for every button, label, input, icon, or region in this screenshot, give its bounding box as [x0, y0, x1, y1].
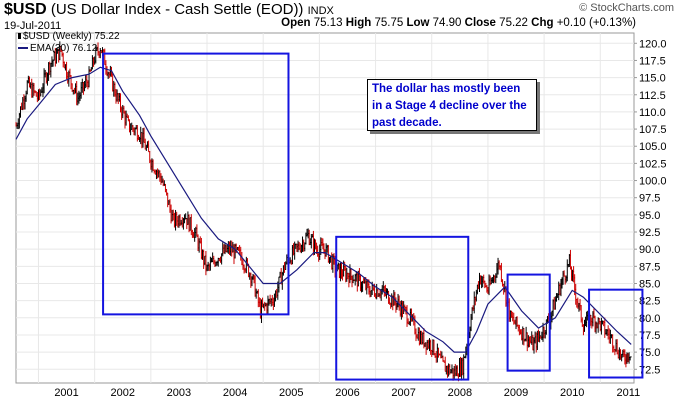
y-tick-label: 82.5: [639, 296, 660, 308]
y-tick-label: 105.0: [639, 141, 667, 153]
y-tick-label: 115.0: [639, 73, 666, 85]
chg-label: Chg: [531, 17, 554, 29]
highlight-box: [102, 52, 290, 316]
legend-ema-label: EMA(30) 76.12: [30, 43, 98, 54]
x-tick-label: 2009: [504, 387, 528, 399]
y-tick-label: 92.5: [639, 227, 660, 239]
y-tick-label: 72.5: [639, 364, 660, 376]
open-label: Open: [281, 17, 311, 29]
chart-date: 19-Jul-2011: [4, 20, 62, 32]
high-value: 75.75: [374, 17, 404, 29]
y-tick-label: 100.0: [639, 176, 667, 188]
y-tick-label: 87.5: [639, 261, 660, 273]
highlight-box: [506, 273, 551, 372]
close-value: 75.22: [499, 17, 528, 29]
highlight-box: [588, 288, 644, 379]
close-label: Close: [464, 17, 496, 29]
x-tick-label: 2011: [617, 387, 641, 399]
highlight-box: [335, 235, 470, 381]
x-tick-label: 2001: [54, 387, 78, 399]
chart-legend: $USD (Weekly) 75.22 EMA(30) 76.12: [18, 31, 120, 55]
low-value: 74.90: [432, 17, 462, 29]
y-tick-label: 102.5: [639, 158, 667, 170]
open-value: 75.13: [313, 17, 343, 29]
x-tick-label: 2007: [391, 387, 415, 399]
y-tick-label: 75.0: [639, 347, 660, 359]
y-tick-label: 90.0: [639, 244, 660, 256]
y-tick-label: 97.5: [639, 193, 660, 205]
x-tick-label: 2002: [111, 387, 135, 399]
chart-title: $USD (US Dollar Index - Cash Settle (EOD…: [4, 1, 334, 19]
x-tick-label: 2010: [560, 387, 584, 399]
y-tick-label: 85.0: [639, 278, 660, 290]
x-tick-label: 2008: [448, 387, 472, 399]
x-tick-label: 2003: [167, 387, 191, 399]
exchange: INDX: [307, 5, 334, 17]
legend-ema: EMA(30) 76.12: [18, 43, 120, 55]
y-tick-label: 110.0: [639, 107, 666, 119]
chg-value: +0.10 (+0.13%): [556, 17, 636, 29]
x-tick-label: 2006: [335, 387, 359, 399]
y-tick-label: 80.0: [639, 313, 660, 325]
high-label: High: [345, 17, 372, 29]
y-tick-label: 77.5: [639, 330, 660, 342]
plot-area: [15, 32, 635, 384]
low-label: Low: [406, 17, 430, 29]
x-tick-label: 2005: [279, 387, 303, 399]
y-tick-label: 117.5: [639, 55, 666, 67]
legend-price: $USD (Weekly) 75.22: [18, 31, 120, 43]
y-tick-label: 107.5: [639, 124, 667, 136]
brand-watermark: © StockCharts.com: [579, 2, 674, 14]
y-tick-label: 112.5: [639, 90, 666, 102]
legend-price-label: $USD (Weekly) 75.22: [23, 31, 120, 42]
annotation-box: The dollar has mostly been in a Stage 4 …: [367, 79, 537, 131]
x-tick-label: 2004: [223, 387, 247, 399]
symbol-name: (US Dollar Index - Cash Settle (EOD)): [50, 1, 304, 18]
ohlc-readout: Open 75.13 High 75.75 Low 74.90 Close 75…: [281, 17, 636, 29]
symbol: $USD: [4, 1, 47, 18]
y-tick-label: 120.0: [639, 38, 667, 50]
ema-line: [15, 66, 632, 353]
y-tick-label: 95.0: [639, 210, 660, 222]
